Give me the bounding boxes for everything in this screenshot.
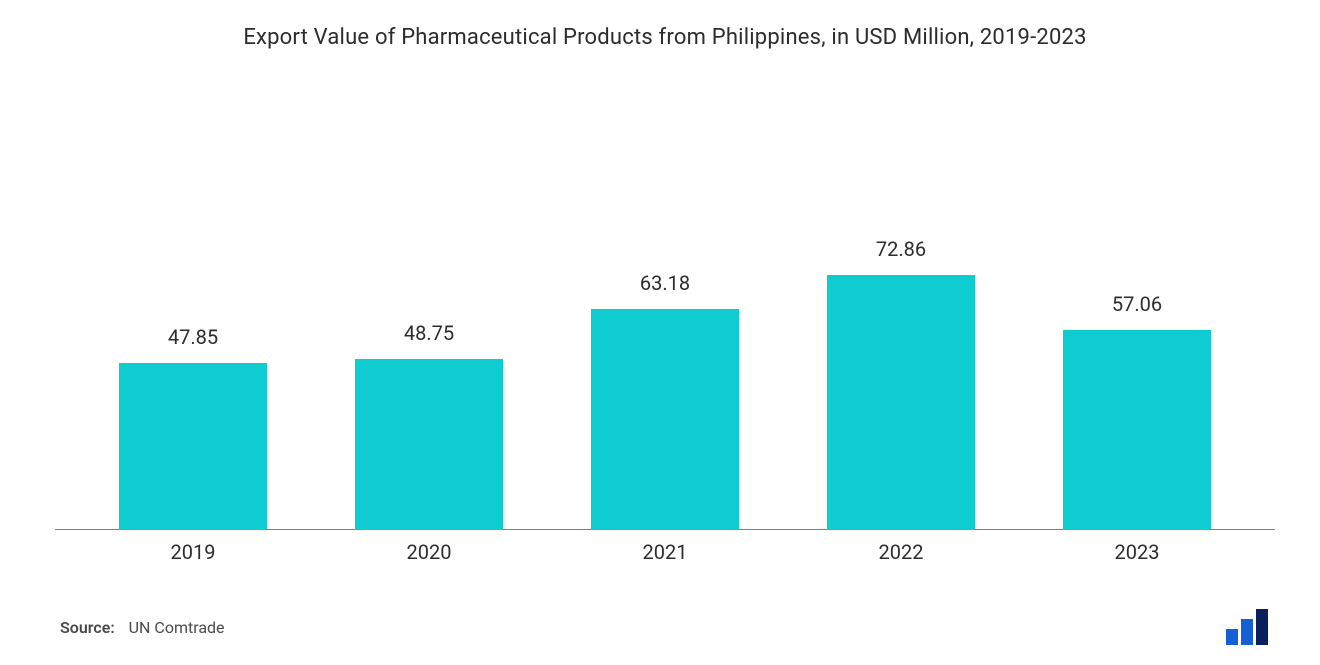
chart-title: Export Value of Pharmaceutical Products … — [55, 25, 1275, 50]
source-citation: Source: UN Comtrade — [60, 618, 225, 637]
x-axis-label: 2019 — [87, 540, 299, 564]
bar-group: 63.18 — [559, 271, 771, 530]
x-axis-label: 2020 — [323, 540, 535, 564]
chart-footer: Source: UN Comtrade — [55, 609, 1275, 645]
bar-value-label: 63.18 — [640, 271, 690, 295]
x-axis-label: 2022 — [795, 540, 1007, 564]
bar — [591, 309, 740, 530]
bar — [827, 275, 976, 530]
bar — [119, 363, 268, 530]
bar-group: 57.06 — [1031, 292, 1243, 530]
bar-group: 47.85 — [87, 325, 299, 530]
bar-value-label: 47.85 — [168, 325, 218, 349]
bar-group: 48.75 — [323, 321, 535, 530]
bar-value-label: 72.86 — [876, 237, 926, 261]
x-axis-label: 2021 — [559, 540, 771, 564]
x-axis-label: 2023 — [1031, 540, 1243, 564]
bar-value-label: 57.06 — [1112, 292, 1162, 316]
brand-logo-icon — [1226, 609, 1270, 645]
bar-value-label: 48.75 — [404, 321, 454, 345]
bar-group: 72.86 — [795, 237, 1007, 530]
bar — [1063, 330, 1212, 530]
chart-container: Export Value of Pharmaceutical Products … — [0, 0, 1320, 665]
source-label: Source: — [60, 618, 115, 637]
x-axis: 2019 2020 2021 2022 2023 — [55, 530, 1275, 564]
source-text: UN Comtrade — [129, 618, 225, 637]
bar — [355, 359, 504, 530]
chart-plot-area: 47.85 48.75 63.18 72.86 57.06 — [55, 60, 1275, 530]
